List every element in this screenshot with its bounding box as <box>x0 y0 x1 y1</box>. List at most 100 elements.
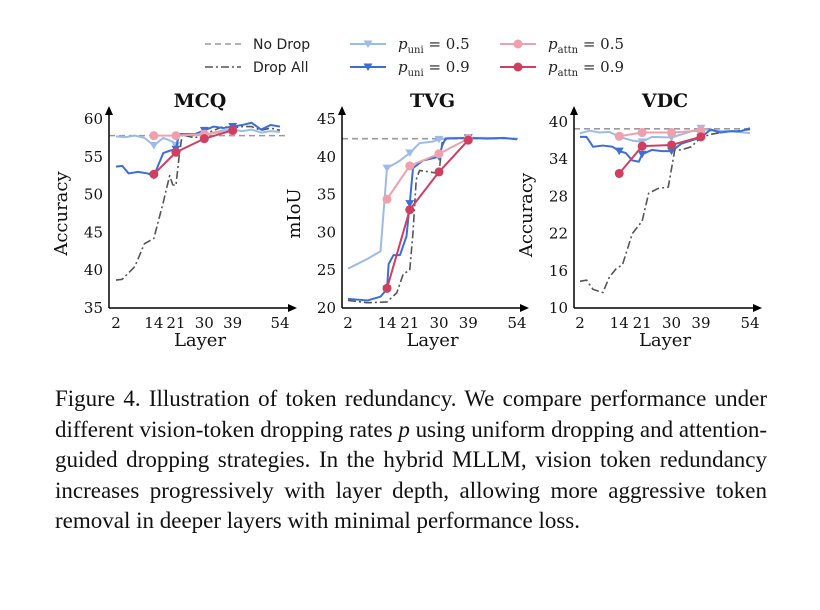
data-point-circle <box>228 125 238 135</box>
y-tick-label: 28 <box>549 187 568 205</box>
x-tick-label: 30 <box>429 314 448 332</box>
x-tick-label: 14 <box>144 314 163 332</box>
data-point-circle <box>667 140 677 150</box>
data-point-circle <box>667 128 677 138</box>
legend-label: puni = 0.9 <box>398 58 470 79</box>
legend-entry-no-drop: No Drop <box>205 37 310 53</box>
legend-entry-attn-09: pattn = 0.9 <box>500 58 624 79</box>
x-tick-label: 54 <box>270 314 289 332</box>
data-point-circle <box>696 132 706 142</box>
y-tick-label: 40 <box>317 148 336 166</box>
y-tick-label: 35 <box>317 186 336 204</box>
legend-triangle-down-marker-icon <box>363 40 373 48</box>
data-point-circle <box>463 135 473 145</box>
series-line-attn-05 <box>153 130 233 137</box>
x-axis-label: Layer <box>174 330 227 351</box>
legend-label: puni = 0.5 <box>398 35 470 56</box>
y-axis-label: mIoU <box>284 188 305 238</box>
data-point-circle <box>614 131 624 141</box>
y-axis-label: Accuracy <box>51 171 72 257</box>
data-point-circle <box>149 169 159 179</box>
legend-circle-marker-icon <box>513 62 523 72</box>
series-line-attn-05 <box>386 137 469 200</box>
y-tick-label: 35 <box>84 299 103 317</box>
y-tick-label: 40 <box>549 113 568 131</box>
legend-entry-attn-05: pattn = 0.5 <box>500 35 624 56</box>
chart-vdc: VDC 2 14 21 30 39 54 10 16 22 28 34 40 Layer Accuracy <box>516 90 762 351</box>
x-tick-label: 21 <box>400 314 419 332</box>
x-tick-label: 30 <box>662 314 681 332</box>
x-tick-label: 54 <box>507 314 526 332</box>
data-point-circle <box>405 161 415 171</box>
caption-text-2: using uniform dropping and attention-gui… <box>55 416 768 534</box>
y-tick-label: 10 <box>549 299 568 317</box>
data-point-circle <box>199 134 209 144</box>
data-point-circle <box>614 168 624 178</box>
x-tick-label: 39 <box>223 314 242 332</box>
legend-entry-drop-all: Drop All <box>205 60 309 76</box>
data-point-triangle-down <box>434 135 444 144</box>
legend-triangle-down-marker-icon <box>363 63 373 71</box>
series-line-attn-09 <box>618 135 702 175</box>
x-tick-label: 2 <box>111 314 121 332</box>
series-line-uni-09 <box>580 127 751 163</box>
chart-title: VDC <box>641 90 688 112</box>
legend-label: No Drop <box>253 37 310 53</box>
caption-text-1: Figure 4. Illustration of token redundan… <box>55 386 767 442</box>
y-axis-arrow-icon <box>338 106 346 115</box>
data-point-triangle-down <box>405 149 415 158</box>
y-tick-label: 40 <box>84 261 103 279</box>
x-tick-label: 39 <box>691 314 710 332</box>
y-tick-label: 60 <box>84 110 103 128</box>
series-line-attn-09 <box>153 129 233 175</box>
x-tick-label: 30 <box>195 314 214 332</box>
legend-circle-marker-icon <box>513 39 523 49</box>
series-line-drop-all <box>115 125 281 281</box>
data-point-circle <box>382 283 392 293</box>
data-point-triangle-down <box>614 147 624 156</box>
y-tick-label: 34 <box>549 150 568 168</box>
x-tick-label: 54 <box>740 314 759 332</box>
y-tick-label: 25 <box>317 261 336 279</box>
series-line-attn-09 <box>386 139 469 289</box>
data-point-circle <box>637 141 647 151</box>
series-line-uni-05 <box>579 127 751 143</box>
data-point-triangle-down <box>405 200 415 208</box>
x-axis-arrow-icon <box>520 304 529 312</box>
chart-title: MCQ <box>174 90 227 112</box>
x-tick-label: 2 <box>343 314 353 332</box>
figure-caption: Figure 4. Illustration of token redundan… <box>55 384 767 537</box>
x-axis-arrow-icon <box>753 304 762 312</box>
legend-entry-uni-05: puni = 0.5 <box>350 35 470 56</box>
y-axis-arrow-icon <box>570 106 578 115</box>
y-tick-label: 55 <box>84 148 103 166</box>
x-tick-label: 2 <box>575 314 585 332</box>
data-point-circle <box>434 167 444 177</box>
legend-label: pattn = 0.5 <box>548 35 624 56</box>
series-line-uni-09 <box>347 136 518 302</box>
x-tick-label: 39 <box>459 314 478 332</box>
series-line-attn-05 <box>619 129 702 138</box>
data-point-circle <box>434 149 444 159</box>
data-point-circle <box>696 126 706 136</box>
x-tick-label: 21 <box>166 314 185 332</box>
y-axis-label: Accuracy <box>516 172 537 258</box>
x-axis-arrow-icon <box>288 304 297 312</box>
chart-mcq: MCQ 2 14 21 30 39 54 35 40 45 50 55 60 Layer Accuracy <box>51 90 297 351</box>
data-point-circle <box>382 194 392 204</box>
series-line-drop-all <box>347 137 518 304</box>
data-point-triangle-down <box>637 150 647 159</box>
legend-entry-uni-09: puni = 0.9 <box>350 58 470 79</box>
y-tick-label: 22 <box>549 225 568 243</box>
chart-title: TVG <box>410 90 455 112</box>
y-tick-label: 20 <box>317 299 336 317</box>
y-tick-label: 45 <box>84 223 103 241</box>
y-axis-arrow-icon <box>105 106 113 115</box>
caption-variable: p <box>398 416 410 442</box>
data-point-triangle-down <box>149 141 159 150</box>
y-tick-label: 50 <box>84 186 103 204</box>
x-tick-label: 21 <box>633 314 652 332</box>
x-axis-label: Layer <box>406 330 459 351</box>
